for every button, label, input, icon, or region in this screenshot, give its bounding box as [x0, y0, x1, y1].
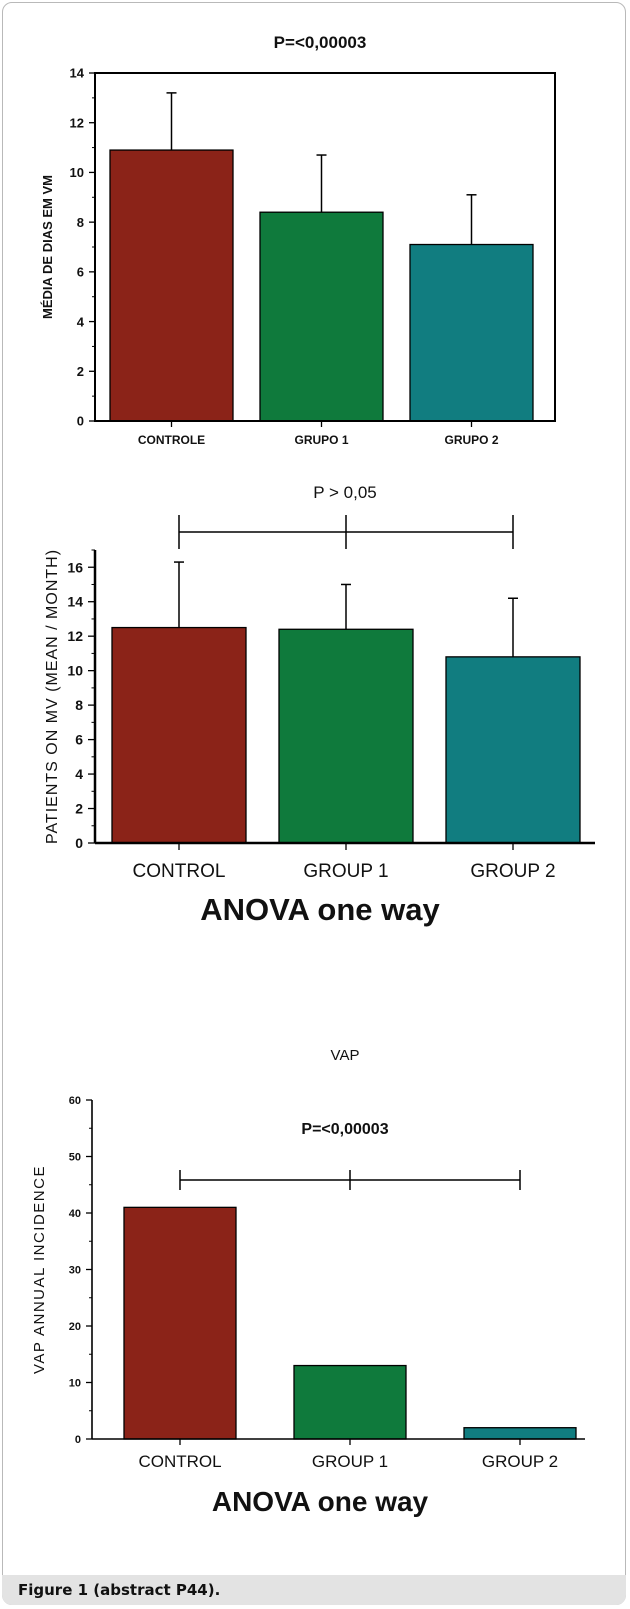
x-tick-label: GROUP 1 [312, 1452, 388, 1471]
significance-annotation: P=<0,00003 [301, 1121, 388, 1138]
y-tick-label: 8 [75, 697, 83, 713]
y-axis-label: MÉDIA DE DIAS EM VM [40, 175, 55, 319]
chart-panel-3: 0 10 20 30 40 50 60 CONTROL GROUP 1 GROUP 2 VAP AN… [0, 1030, 630, 1575]
x-axis-label: ANOVA one way [200, 892, 440, 927]
x-tick-label: GROUP 2 [470, 861, 555, 882]
chart-title: P > 0,05 [313, 483, 377, 502]
bar-control [123, 1206, 237, 1440]
x-tick-label: CONTROLE [138, 433, 205, 447]
bar-group-2 [445, 656, 581, 844]
x-tick-label: GROUP 1 [303, 861, 388, 882]
y-tick-label: 12 [67, 628, 83, 644]
y-tick-label: 0 [77, 414, 84, 429]
bar-control [111, 626, 247, 844]
y-axis-label: PATIENTS ON MV (MEAN / MONTH) [44, 549, 61, 844]
y-tick-label: 30 [69, 1264, 81, 1276]
y-tick-label: 60 [69, 1095, 81, 1107]
y-tick-label: 40 [69, 1208, 81, 1220]
y-tick-label: 20 [69, 1321, 81, 1333]
y-tick-label: 10 [69, 1377, 81, 1389]
chart-panel-2: 0 2 4 6 8 10 12 14 16 CONTROL GROUP 1 GROUP 2 PATIEN… [0, 470, 630, 1030]
y-tick-label: 8 [77, 215, 84, 230]
chart-title: P=<0,00003 [274, 33, 367, 52]
x-tick-label: CONTROL [138, 1452, 221, 1471]
bar-group-1 [278, 628, 414, 844]
y-tick-label: 2 [77, 364, 84, 379]
bar-group-2 [463, 1427, 577, 1440]
chart-panel-1: 0 2 4 6 8 10 12 14 CONTROLE GRUPO 1 GRUPO 2 MÉDIA D… [0, 0, 630, 470]
caption-background [2, 1575, 626, 1605]
bar-grupo-1 [259, 211, 384, 422]
y-tick-label: 50 [69, 1151, 81, 1163]
y-tick-label: 0 [75, 835, 83, 851]
x-tick-label: GRUPO 2 [444, 433, 498, 447]
bar-grupo-2 [409, 243, 534, 422]
x-axis-label: ANOVA one way [212, 1486, 429, 1517]
y-tick-label: 4 [77, 314, 85, 329]
y-tick-label: 6 [75, 732, 83, 748]
y-tick-label: 2 [75, 801, 83, 817]
bar-group-1 [293, 1364, 407, 1440]
y-axis-label: VAP ANNUAL INCIDENCE [31, 1165, 48, 1374]
x-tick-label: GROUP 2 [482, 1452, 558, 1471]
y-tick-label: 10 [70, 165, 84, 180]
y-tick-label: 14 [67, 594, 83, 610]
y-tick-label: 14 [70, 66, 85, 81]
days-on-mv-chart: 0 2 4 6 8 10 12 14 CONTROLE GRUPO 1 GRUPO 2 MÉDIA D… [40, 33, 556, 447]
patients-on-mv-chart: 0 2 4 6 8 10 12 14 16 CONTROL GROUP 1 GROUP 2 PATIEN… [44, 483, 595, 927]
y-tick-label: 12 [70, 115, 84, 130]
y-tick-label: 10 [67, 663, 83, 679]
bar-controle [109, 149, 234, 422]
y-tick-label: 6 [77, 265, 84, 280]
vap-incidence-chart: 0 10 20 30 40 50 60 CONTROL GROUP 1 GROUP 2 VAP AN… [31, 1047, 585, 1517]
figure-caption-bar: Figure 1 (abstract P44). [0, 1575, 630, 1609]
y-tick-label: 0 [75, 1434, 81, 1446]
y-tick-label: 16 [67, 559, 83, 575]
chart-title: VAP [331, 1047, 360, 1064]
y-tick-label: 4 [75, 766, 83, 782]
x-tick-label: CONTROL [133, 861, 226, 882]
figure-caption: Figure 1 (abstract P44). [18, 1581, 221, 1599]
x-tick-label: GRUPO 1 [294, 433, 348, 447]
